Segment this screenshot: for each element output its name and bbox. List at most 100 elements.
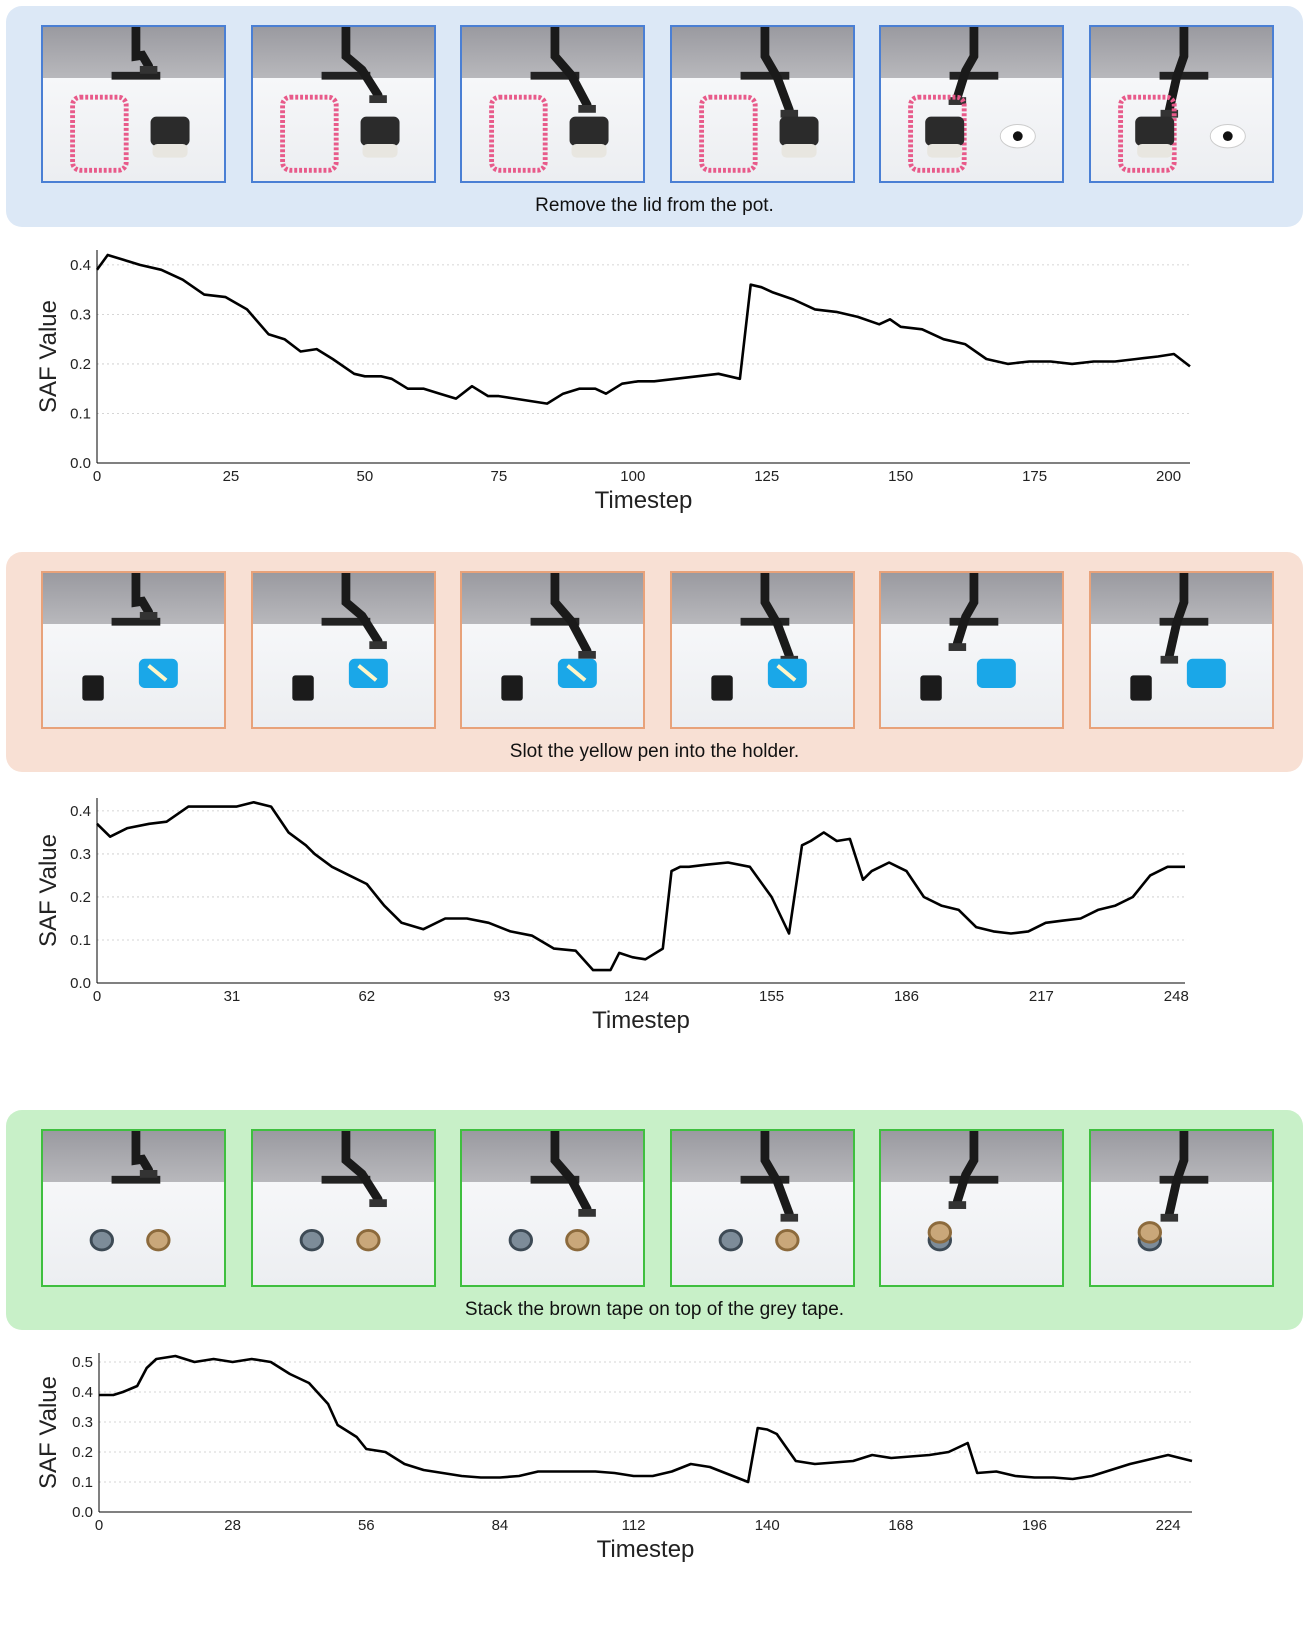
robot-base bbox=[1159, 71, 1209, 80]
gripper bbox=[1160, 1213, 1179, 1222]
x-tick-label: 0 bbox=[93, 468, 101, 485]
robot-base bbox=[111, 1175, 161, 1184]
saf-chart-3-svg: 0.0 0.1 0.2 0.3 0.4 0.5 0 28 56 84 112 140 168 196 224… bbox=[35, 1353, 1193, 1563]
pot-bottom bbox=[571, 143, 607, 158]
yellow-pen bbox=[147, 664, 168, 682]
robot-base bbox=[740, 71, 790, 80]
robot-base bbox=[111, 71, 161, 80]
frame-1-5 bbox=[879, 25, 1065, 183]
gripper bbox=[368, 95, 387, 104]
gripper bbox=[578, 104, 597, 113]
frame-2-2 bbox=[250, 571, 436, 729]
frame-scene bbox=[928, 1131, 999, 1252]
task-panel-3: Stack the brown tape on top of the grey … bbox=[6, 1110, 1303, 1330]
frame-scene bbox=[279, 27, 400, 173]
frame-table bbox=[462, 1181, 644, 1285]
pot-bottom bbox=[781, 143, 817, 158]
robot-base bbox=[321, 617, 370, 626]
task-caption-3: Stack the brown tape on top of the grey … bbox=[464, 1299, 845, 1320]
robot-arm bbox=[1164, 27, 1189, 115]
saf-chart-1-svg: 0.0 0.1 0.2 0.3 0.4 0 25 50 75 100 125 150 175 200 Tim… bbox=[35, 250, 1191, 514]
frame-table bbox=[671, 1181, 853, 1285]
frame-scene bbox=[920, 573, 1017, 701]
robot-arm bbox=[131, 27, 153, 71]
y-tick-label: 0.3 bbox=[70, 306, 91, 323]
lid-knob bbox=[1013, 131, 1024, 142]
robot-base bbox=[1159, 1175, 1209, 1184]
blue-tray bbox=[977, 658, 1017, 689]
robot-arm bbox=[760, 573, 794, 661]
robot-arm bbox=[131, 573, 153, 617]
brown-tape bbox=[928, 1221, 953, 1244]
gripper bbox=[139, 65, 158, 74]
pot bbox=[569, 116, 609, 146]
pot-bottom bbox=[1137, 143, 1173, 158]
gripper bbox=[578, 1208, 597, 1217]
lid-knob bbox=[1222, 131, 1233, 142]
frame-scene bbox=[82, 573, 178, 701]
x-tick-label: 248 bbox=[1164, 988, 1189, 1005]
frame-2-4 bbox=[669, 571, 855, 729]
pot bbox=[1135, 116, 1175, 146]
x-tick-label: 25 bbox=[223, 468, 240, 485]
frame-table bbox=[1091, 1181, 1272, 1285]
pot bbox=[779, 116, 819, 146]
x-axis-title: Timestep bbox=[592, 1007, 690, 1034]
frame-strip-3 bbox=[41, 1129, 1274, 1289]
frame-scene bbox=[908, 27, 1037, 173]
robot-arm bbox=[341, 573, 383, 646]
gripper bbox=[368, 641, 387, 650]
y-tick-label: 0.3 bbox=[70, 846, 91, 863]
frame-scene bbox=[501, 573, 598, 701]
gripper bbox=[780, 109, 798, 118]
robot-arm bbox=[1164, 573, 1189, 661]
robot-arm bbox=[550, 573, 592, 656]
y-tick-label: 0.1 bbox=[70, 405, 91, 422]
grey-tape bbox=[718, 1228, 743, 1252]
saf-chart-1: 0.0 0.1 0.2 0.3 0.4 0 25 50 75 100 125 150 175 200 Tim… bbox=[0, 242, 1309, 534]
frame-2-1 bbox=[41, 571, 226, 729]
gripper bbox=[139, 1169, 158, 1178]
saf-series-line bbox=[99, 1354, 1193, 1484]
frame-3-6 bbox=[1089, 1129, 1274, 1287]
x-tick-label: 124 bbox=[624, 988, 649, 1005]
yellow-pen bbox=[356, 664, 377, 682]
x-tick-label: 186 bbox=[894, 988, 919, 1005]
robot-base bbox=[949, 71, 999, 80]
y-tick-label: 0.1 bbox=[70, 932, 91, 949]
task-caption-2: Slot the yellow pen into the holder. bbox=[509, 741, 800, 762]
x-tick-label: 224 bbox=[1156, 1517, 1181, 1534]
brown-tape bbox=[1137, 1221, 1163, 1244]
robot-arm bbox=[550, 27, 592, 110]
x-tick-label: 50 bbox=[357, 468, 374, 485]
frame-1-2 bbox=[250, 25, 436, 183]
frame-strip-2 bbox=[41, 571, 1274, 731]
grey-tape bbox=[508, 1228, 534, 1252]
y-tick-label: 0.3 bbox=[72, 1414, 93, 1431]
frame-scene bbox=[291, 573, 388, 701]
pen-holder bbox=[1130, 675, 1152, 701]
frame-1-3 bbox=[460, 25, 646, 183]
robot-base bbox=[111, 617, 161, 626]
task-caption-1: Remove the lid from the pot. bbox=[535, 195, 774, 216]
y-axis-title: SAF Value bbox=[35, 834, 62, 947]
x-tick-label: 155 bbox=[759, 988, 784, 1005]
saf-chart-2: 0.0 0.1 0.2 0.3 0.4 0 31 62 93 124 155 186 217 248 Tim… bbox=[0, 790, 1309, 1090]
pen-holder bbox=[501, 675, 523, 701]
x-tick-label: 0 bbox=[95, 1517, 103, 1534]
frame-scene bbox=[489, 27, 609, 173]
frame-scene bbox=[711, 573, 807, 701]
task-panel-2: Slot the yellow pen into the holder. bbox=[6, 552, 1303, 772]
y-tick-label: 0.4 bbox=[70, 257, 91, 274]
x-tick-label: 140 bbox=[755, 1517, 780, 1534]
pot-bottom bbox=[152, 143, 188, 158]
y-tick-label: 0.2 bbox=[70, 889, 91, 906]
x-tick-label: 100 bbox=[620, 468, 645, 485]
gripper bbox=[948, 1201, 967, 1209]
robot-arm bbox=[341, 27, 383, 100]
frame-scene bbox=[1137, 1131, 1209, 1252]
frame-table bbox=[252, 1181, 434, 1285]
yellow-pen bbox=[776, 664, 797, 682]
brown-tape bbox=[355, 1228, 381, 1252]
x-tick-label: 0 bbox=[93, 988, 101, 1005]
